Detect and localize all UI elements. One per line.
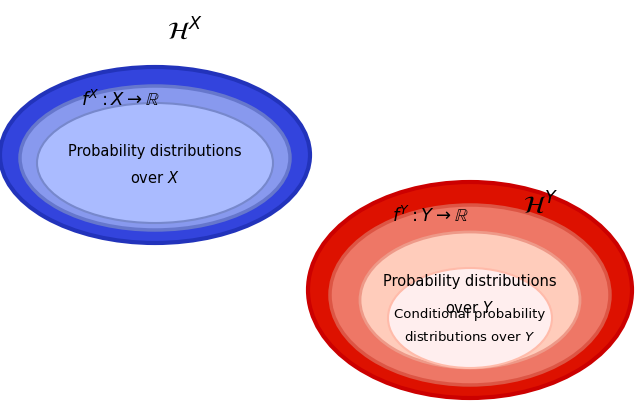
Ellipse shape <box>308 182 632 398</box>
Text: Probability distributions
over $X$: Probability distributions over $X$ <box>68 144 242 186</box>
Text: $f^X : X \to \mathbb{R}$: $f^X : X \to \mathbb{R}$ <box>81 90 159 110</box>
Text: $f^Y : Y \to \mathbb{R}$: $f^Y : Y \to \mathbb{R}$ <box>392 206 468 226</box>
Text: $\mathcal{H}^X$: $\mathcal{H}^X$ <box>167 18 203 44</box>
Ellipse shape <box>37 103 273 223</box>
Ellipse shape <box>360 232 580 368</box>
Text: Probability distributions
over $Y$: Probability distributions over $Y$ <box>383 274 557 316</box>
Ellipse shape <box>0 67 310 243</box>
Ellipse shape <box>388 268 552 368</box>
Ellipse shape <box>20 86 290 230</box>
Ellipse shape <box>330 205 610 385</box>
Text: Conditional probability
distributions over $Y$: Conditional probability distributions ov… <box>394 308 546 344</box>
Text: $\mathcal{H}^Y$: $\mathcal{H}^Y$ <box>523 192 557 218</box>
